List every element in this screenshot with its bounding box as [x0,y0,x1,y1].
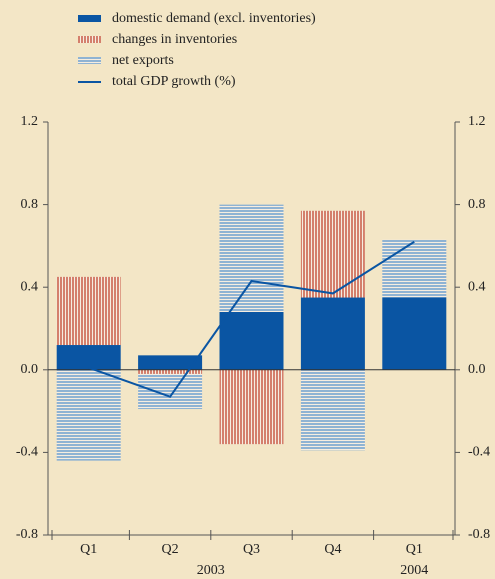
y-tick-label: -0.4 [16,445,38,460]
x-tick-label: Q1 [406,542,423,557]
bar [138,355,203,370]
y2-tick-label: 0.4 [468,279,486,294]
x-group-label: 2003 [197,563,225,578]
legend-swatch [78,15,101,22]
bar [300,297,365,370]
bar [138,369,203,374]
legend-label: total GDP growth (%) [112,74,236,89]
bar [382,297,447,370]
y2-tick-label: 0.0 [468,362,486,377]
y2-tick-label: -0.4 [468,445,490,460]
bar [219,369,284,445]
x-tick-label: Q2 [162,542,179,557]
legend-label: changes in inventories [112,32,237,47]
y-tick-label: 1.2 [21,114,39,129]
y2-tick-label: 1.2 [468,114,486,129]
bar [56,345,121,370]
bar [300,369,365,451]
y-tick-label: -0.8 [16,527,38,542]
bar [56,276,121,346]
x-tick-label: Q1 [80,542,97,557]
x-group-label: 2004 [400,563,428,578]
y-tick-label: 0.0 [21,362,39,377]
x-tick-label: Q4 [324,542,341,557]
legend-swatch [78,57,101,64]
bar [56,369,121,461]
line [88,240,415,398]
y2-tick-label: -0.8 [468,527,490,542]
x-tick-label: Q3 [243,542,260,557]
bar [219,204,284,312]
bar [382,239,447,298]
bar [219,311,284,370]
legend-label: domestic demand (excl. inventories) [112,11,316,26]
y-tick-label: 0.4 [21,279,39,294]
legend-swatch [78,36,101,43]
bar [138,373,203,410]
legend-label: net exports [112,53,174,68]
bar [300,210,365,298]
y2-tick-label: 0.8 [468,197,486,212]
y-tick-label: 0.8 [21,197,39,212]
